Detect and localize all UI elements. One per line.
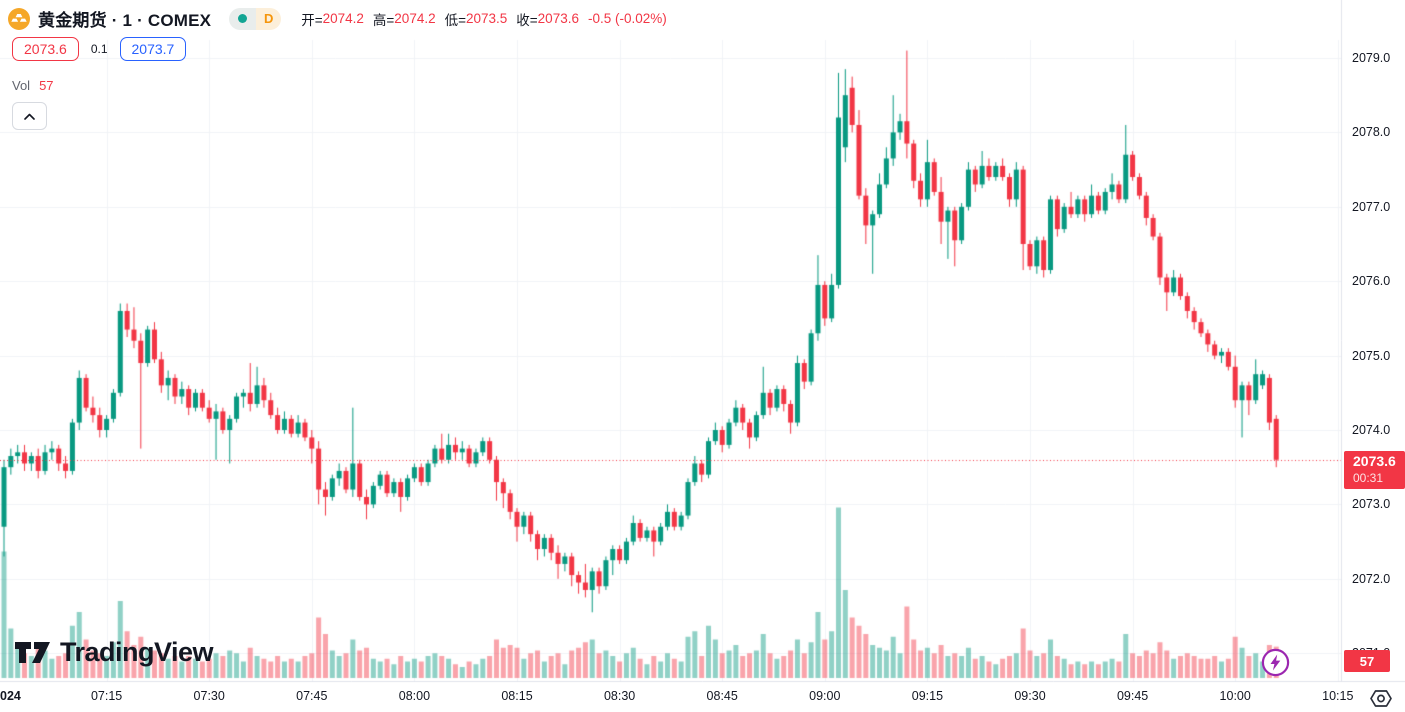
- price-axis-label: 2076.0: [1352, 274, 1391, 289]
- high-value: 2074.2: [394, 11, 436, 26]
- time-axis-label: 07:45: [296, 689, 328, 703]
- spread-value: 0.1: [90, 42, 108, 56]
- open-label: 开=: [301, 12, 323, 28]
- time-axis-label: 07:15: [90, 689, 123, 703]
- bar-countdown: 00:31: [1353, 471, 1384, 485]
- chevron-up-icon: [24, 113, 35, 120]
- volume-label: Vol: [12, 78, 31, 93]
- sell-bid-button[interactable]: 2073.6: [12, 37, 79, 61]
- tradingview-logo-text: TradingView: [60, 637, 214, 667]
- lightning-icon: [1261, 648, 1290, 677]
- market-status-dot-icon: [238, 14, 248, 23]
- last-price-value: 2073.6: [1353, 453, 1396, 469]
- high-label: 高=: [372, 12, 395, 28]
- quick-trade-button[interactable]: [1261, 648, 1290, 677]
- price-axis-label: 2077.0: [1352, 199, 1391, 214]
- price-axis-label: 2075.0: [1352, 348, 1391, 363]
- gold-coin-icon: [8, 7, 30, 30]
- volume-value: 57: [39, 78, 54, 93]
- time-axis-label: 09:15: [911, 689, 944, 703]
- time-axis-label: 09:45: [1116, 689, 1149, 703]
- price-axis-label: 2078.0: [1352, 125, 1391, 140]
- low-label: 低=: [444, 12, 466, 28]
- interval-label[interactable]: D: [256, 7, 282, 30]
- time-axis-label: 10:00: [1219, 689, 1251, 703]
- session-date-label: 024: [0, 689, 21, 703]
- close-value: 2073.6: [537, 11, 579, 26]
- time-axis-label: 09:30: [1014, 689, 1046, 703]
- price-axis-label: 2079.0: [1352, 51, 1391, 65]
- time-axis-label: 08:45: [706, 689, 738, 703]
- close-label: 收=: [516, 12, 538, 28]
- open-value: 2074.2: [322, 11, 364, 26]
- time-axis-label: 08:15: [501, 689, 533, 703]
- interval-selector[interactable]: D: [229, 7, 282, 30]
- change-value: -0.5 (-0.02%): [587, 11, 667, 26]
- market-status-segment: [229, 7, 257, 30]
- time-axis-label: 10:15: [1322, 689, 1354, 703]
- buy-ask-button[interactable]: 2073.7: [119, 37, 187, 61]
- volume-legend: Vol 57: [12, 78, 54, 93]
- symbol-legend: 黄金期货 · 1 · COMEX D 开= 2074.2 高= 2074.2 低= 2…: [8, 6, 667, 31]
- price-axis-label: 2072.0: [1352, 571, 1391, 586]
- time-axis-label: 07:30: [193, 689, 225, 703]
- tradingview-logo[interactable]: TradingView: [14, 637, 214, 668]
- volume-axis-badge: 57: [1344, 650, 1390, 672]
- ohlc-readout: 开= 2074.2 高= 2074.2 低= 2073.5 收= 2073.6 -0.5…: [301, 9, 667, 29]
- axis-settings-button[interactable]: [1366, 687, 1396, 709]
- collapse-legend-button[interactable]: [12, 102, 47, 130]
- time-axis-label: 08:30: [603, 689, 636, 703]
- gear-icon: [1370, 689, 1392, 707]
- bid-ask-row: 2073.6 0.1 2073.7: [12, 37, 187, 61]
- last-price-tag: 2073.6 00:31: [1344, 451, 1405, 489]
- time-axis-label: 08:00: [398, 689, 431, 703]
- tradingview-logo-icon: [15, 642, 50, 663]
- symbol-title[interactable]: 黄金期货 · 1 · COMEX: [38, 11, 212, 30]
- time-axis-label: 09:00: [809, 689, 841, 703]
- price-axis-label: 2074.0: [1352, 423, 1391, 437]
- low-value: 2073.5: [465, 11, 508, 26]
- price-axis-label: 2073.0: [1352, 497, 1391, 512]
